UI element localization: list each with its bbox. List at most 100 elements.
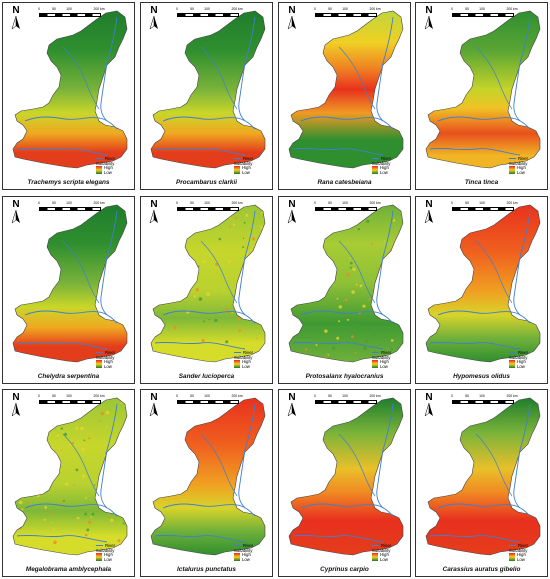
legend-low-label: Low [242,557,250,562]
suitability-color-ramp [96,553,102,561]
species-name: Tinca tinca [464,179,499,186]
river-line [338,240,376,304]
north-arrow-icon [424,209,433,224]
province-suitability-area [426,398,540,555]
river-legend-label: River [105,543,116,548]
north-arrow: N [285,200,299,229]
river-legend-swatch [234,158,241,159]
suitability-map [425,10,541,169]
river-line [154,341,246,350]
north-arrow-icon [149,15,158,30]
north-arrow: N [285,393,299,422]
species-name: Protosalanx hyalocranius [305,373,384,380]
scale-tick-label: 0 [314,7,316,11]
species-name: Ictalurus punctatus [177,566,236,573]
suitability-legend-title: Suitability [96,161,115,166]
map-legend: River Suitability High Low [372,350,402,369]
river-line [154,534,246,543]
legend-low-label: Low [380,170,388,175]
suitability-color-ramp [509,553,515,561]
river-line [238,403,256,509]
north-label: N [288,199,296,210]
legend-high-label: High [517,552,526,557]
species-name: Cyprinus carpio [320,566,369,573]
species-name: Rana catesbeiana [317,179,372,186]
legend-high-label: High [242,359,251,364]
north-arrow-icon [11,209,20,224]
province-boundary [288,10,404,169]
suitability-color-ramp [96,166,102,174]
suitability-color-ramp [372,166,378,174]
scale-bar-graphic [315,207,377,211]
scale-tick-label: 50 [52,394,56,398]
map-panel: N 0 50 100 200 km River Suitability High Lo… [415,2,548,190]
scale-bar: 0 50 100 200 km [38,394,105,406]
river-legend-swatch [234,352,241,353]
suitability-map [288,10,404,169]
suitability-map [288,397,404,556]
suitability-color-ramp [509,360,515,368]
scale-tick-label: 100 [204,7,210,11]
scale-tick-label: 50 [328,7,332,11]
scale-tick-label: 0 [176,394,178,398]
province-suitability-area [289,205,403,362]
north-arrow-icon [149,209,158,224]
river-legend-label: River [381,543,392,548]
scale-bar-graphic [39,400,101,404]
province-suitability-area [13,11,127,168]
suitability-legend-title: Suitability [372,161,391,166]
map-legend: River Suitability High Low [234,156,264,175]
species-name: Procambarus clarkii [175,179,238,186]
river-line [62,46,100,110]
province-boundary [150,397,266,556]
legend-high-label: High [104,552,113,557]
river-line [292,147,384,156]
north-arrow-icon [287,209,296,224]
north-label: N [425,392,433,403]
north-label: N [425,199,433,210]
suitability-legend-title: Suitability [509,355,528,360]
province-suitability-area [289,398,403,555]
river-legend-label: River [243,156,254,161]
suitability-color-ramp [509,166,515,174]
province-suitability-area [151,205,265,362]
province-boundary [425,397,541,556]
scale-tick-label: 200 km [506,201,518,205]
river-line [16,534,108,543]
river-line [475,240,513,304]
river-line [16,341,108,350]
scale-tick-label: 200 km [93,394,105,398]
scale-tick-label: 100 [342,7,348,11]
river-legend-label: River [105,350,116,355]
scale-tick-label: 50 [190,7,194,11]
scale-bar: 0 50 100 200 km [38,7,105,19]
river-line [100,403,118,509]
map-legend: River Suitability High Low [509,543,539,562]
scale-tick-label: 200 km [369,201,381,205]
river-line [338,46,376,110]
river-legend-swatch [96,158,103,159]
suitability-legend-title: Suitability [372,355,391,360]
suitability-map [150,10,266,169]
river-line [238,210,256,316]
suitability-map [150,204,266,363]
legend-low-label: Low [104,170,112,175]
suitability-map [12,204,128,363]
map-panel: N 0 50 100 200 km River Suitability High Lo… [278,196,411,384]
scale-bar: 0 50 100 200 km [38,201,105,213]
map-panel: N 0 50 100 200 km River Suitability High Lo… [140,196,273,384]
north-arrow: N [9,393,23,422]
river-line [300,116,394,130]
map-legend: River Suitability High Low [234,543,264,562]
legend-low-label: Low [380,557,388,562]
legend-low-label: Low [242,364,250,369]
scale-tick-label: 50 [328,201,332,205]
river-line [238,16,256,122]
scale-tick-label: 50 [465,394,469,398]
scale-bar: 0 50 100 200 km [176,394,243,406]
scale-tick-label: 100 [204,201,210,205]
map-panel: N 0 50 100 200 km River Suitability High Lo… [278,389,411,577]
river-legend-label: River [243,350,254,355]
suitability-legend-title: Suitability [509,548,528,553]
